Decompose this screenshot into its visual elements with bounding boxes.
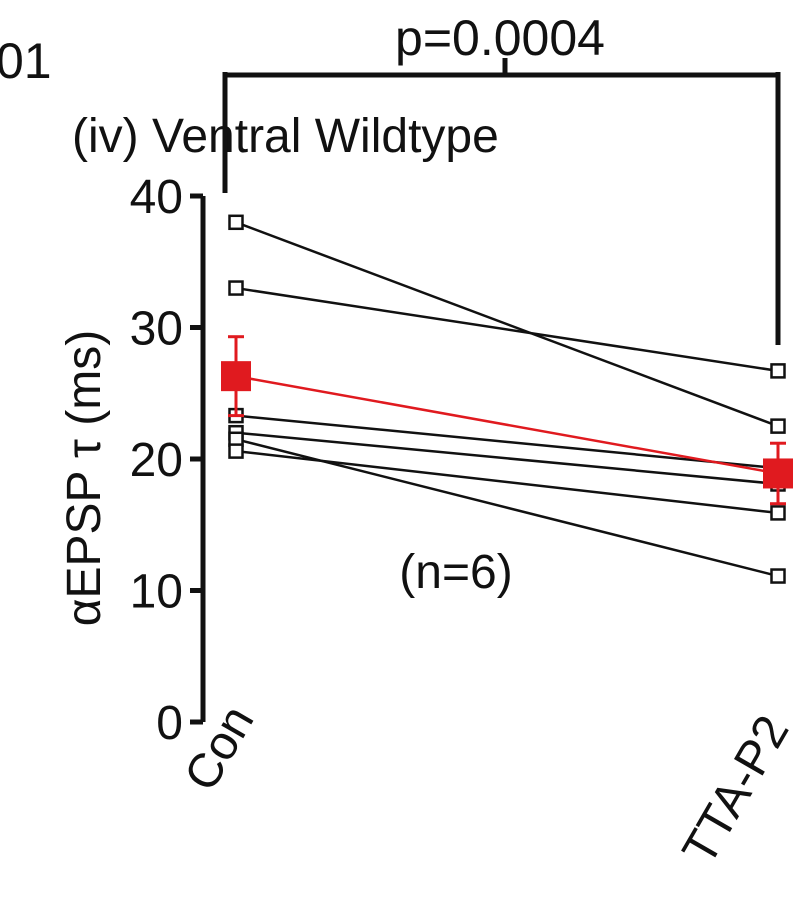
n-label: (n=6)	[399, 546, 512, 599]
paired-line	[235, 414, 779, 470]
paired-line	[235, 431, 779, 486]
data-point-marker	[228, 280, 244, 296]
significance-label: p=0.0004	[395, 10, 605, 66]
paired-line	[235, 221, 779, 428]
paired-line	[235, 286, 779, 373]
mean-series	[221, 335, 793, 506]
y-axis-ticks: 0 10 20 30 40	[130, 171, 203, 750]
data-point-marker	[228, 214, 244, 231]
data-point-marker	[770, 505, 786, 521]
y-tick-label: 30	[130, 303, 183, 356]
y-tick-label: 10	[130, 566, 183, 619]
y-tick-label: 0	[156, 697, 183, 750]
mean-marker	[221, 361, 251, 392]
data-point-marker	[228, 443, 244, 459]
y-tick-label: 40	[130, 171, 183, 224]
data-point-marker	[770, 418, 786, 434]
x-category-label-tta-p2: TTA-P2	[673, 707, 800, 874]
data-point-marker	[770, 363, 786, 379]
paired-line	[235, 449, 779, 515]
data-point-marker	[770, 568, 786, 584]
panel-label-fragment: 01	[0, 33, 52, 89]
mean-line	[235, 374, 779, 475]
significance-bracket	[222, 58, 781, 345]
y-axis-label: αEPSP τ (ms)	[58, 330, 111, 627]
paired-lines	[228, 214, 786, 584]
mean-marker	[763, 458, 793, 489]
x-category-label-con: Con	[175, 697, 265, 800]
chart-title: (iv) Ventral Wildtype	[72, 110, 499, 163]
y-tick-label: 20	[130, 434, 183, 487]
